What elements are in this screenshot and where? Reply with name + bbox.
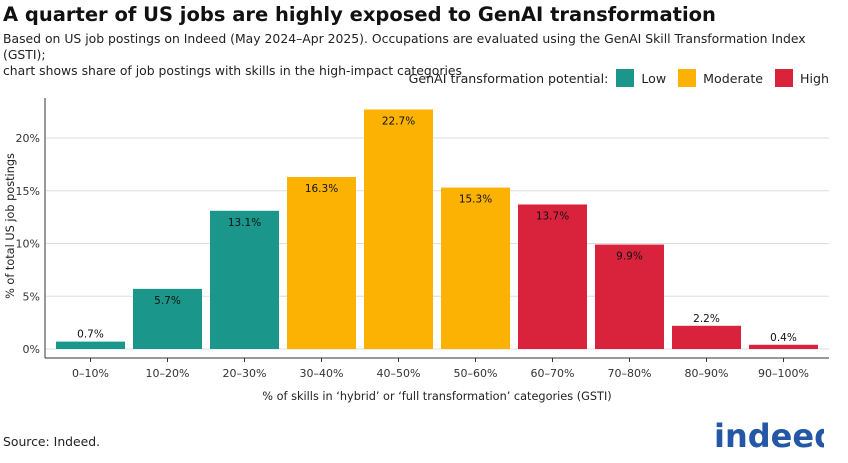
bar-value-label: 0.7% xyxy=(77,329,104,341)
bar xyxy=(441,187,510,349)
y-tick-label: 5% xyxy=(23,290,40,303)
subtitle-line-2: chart shows share of job postings with s… xyxy=(3,63,462,78)
x-tick-label: 50–60% xyxy=(454,367,498,380)
x-tick-label: 90–100% xyxy=(758,367,809,380)
bar-value-label: 5.7% xyxy=(154,295,181,307)
y-tick-label: 15% xyxy=(16,185,40,198)
legend-label-moderate: Moderate xyxy=(703,70,764,86)
x-tick-label: 30–40% xyxy=(300,367,344,380)
bar-value-label: 0.4% xyxy=(770,332,797,344)
bar xyxy=(210,210,279,349)
y-tick-label: 0% xyxy=(23,343,40,356)
x-tick-label: 70–80% xyxy=(608,367,652,380)
x-tick-label: 20–30% xyxy=(223,367,267,380)
legend-swatch-high xyxy=(775,69,794,87)
y-tick-label: 20% xyxy=(16,132,40,145)
bar xyxy=(672,325,741,349)
x-tick-label: 40–50% xyxy=(377,367,421,380)
x-tick-label: 60–70% xyxy=(531,367,575,380)
legend: GenAI transformation potential: Low Mode… xyxy=(409,69,829,87)
legend-label-high: High xyxy=(800,70,829,86)
bar xyxy=(518,204,587,349)
bar-value-label: 13.1% xyxy=(228,217,261,229)
y-tick-label: 10% xyxy=(16,238,40,251)
x-tick-label: 0–10% xyxy=(72,367,109,380)
x-tick-label: 80–90% xyxy=(685,367,729,380)
bar-value-label: 15.3% xyxy=(459,194,492,206)
legend-title: GenAI transformation potential: xyxy=(408,70,609,86)
bar xyxy=(364,109,433,349)
bar-value-label: 16.3% xyxy=(305,183,338,195)
bar-value-label: 2.2% xyxy=(693,313,720,325)
chart-subtitle: Based on US job postings on Indeed (May … xyxy=(3,31,843,79)
x-axis-title: % of skills in ‘hybrid’ or ‘full transfo… xyxy=(262,390,611,403)
bar-value-label: 13.7% xyxy=(536,210,569,222)
y-axis-title: % of total US job postings xyxy=(4,153,17,299)
bar xyxy=(749,344,818,349)
bar xyxy=(287,177,356,349)
bar-value-label: 22.7% xyxy=(382,116,415,128)
legend-swatch-low xyxy=(616,69,635,87)
indeed-logo: indeed xyxy=(714,417,824,454)
bar xyxy=(595,244,664,349)
subtitle-line-1: Based on US job postings on Indeed (May … xyxy=(3,31,806,62)
bar xyxy=(133,288,202,349)
legend-label-low: Low xyxy=(641,70,667,86)
bar-value-label: 9.9% xyxy=(616,251,643,263)
bar xyxy=(56,341,125,349)
source-note: Source: Indeed. xyxy=(3,434,101,449)
x-tick-label: 10–20% xyxy=(146,367,190,380)
chart-title: A quarter of US jobs are highly exposed … xyxy=(3,3,716,26)
legend-swatch-moderate xyxy=(678,69,697,87)
indeed-logo-text: indeed xyxy=(714,417,824,454)
